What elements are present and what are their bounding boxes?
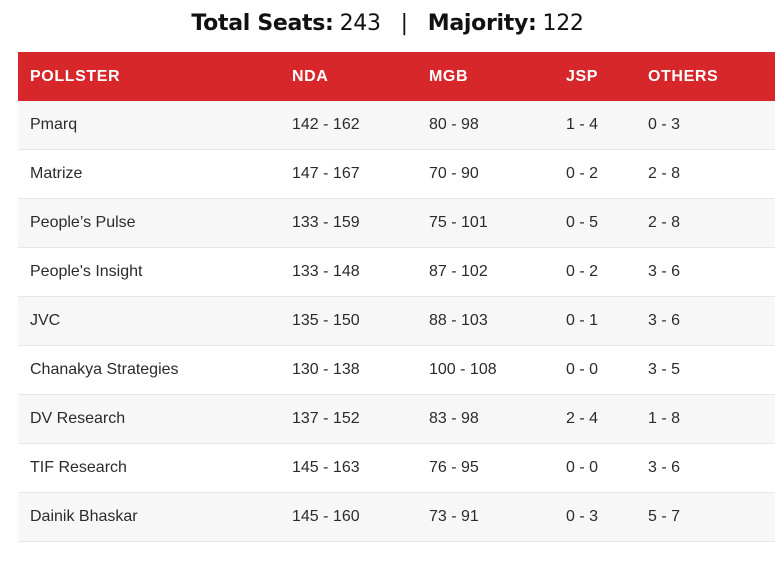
column-header-mgb: MGB — [429, 67, 469, 85]
table-row: Dainik Bhaskar 145 - 160 73 - 91 0 - 3 5… — [18, 492, 775, 542]
others-cell: 3 - 6 — [648, 443, 775, 493]
mgb-cell: 76 - 95 — [429, 443, 566, 493]
nda-cell: 133 - 159 — [292, 198, 429, 248]
mgb-cell: 70 - 90 — [429, 149, 566, 199]
total-seats-value: 243 — [339, 10, 381, 36]
jsp-cell: 0 - 5 — [566, 198, 648, 248]
others-cell: 3 - 6 — [648, 296, 775, 346]
total-seats-label: Total Seats: — [191, 10, 334, 36]
table-row: People's Insight 133 - 148 87 - 102 0 - … — [18, 247, 775, 297]
others-cell: 3 - 6 — [648, 247, 775, 297]
mgb-cell: 83 - 98 — [429, 394, 566, 444]
pollster-cell: People's Insight — [18, 247, 292, 297]
majority-value: 122 — [542, 10, 584, 36]
pollster-cell: JVC — [18, 296, 292, 346]
jsp-cell: 0 - 3 — [566, 492, 648, 542]
jsp-cell: 2 - 4 — [566, 394, 648, 444]
pollster-cell: Chanakya Strategies — [18, 345, 292, 395]
nda-cell: 147 - 167 — [292, 149, 429, 199]
mgb-cell: 88 - 103 — [429, 296, 566, 346]
column-header-jsp: JSP — [566, 67, 599, 85]
pollster-cell: People’s Pulse — [18, 198, 292, 248]
nda-cell: 145 - 160 — [292, 492, 429, 542]
table-row: People’s Pulse 133 - 159 75 - 101 0 - 5 … — [18, 198, 775, 248]
column-header-nda: NDA — [292, 67, 329, 85]
pollster-cell: Matrize — [18, 149, 292, 199]
others-cell: 3 - 5 — [648, 345, 775, 395]
seat-summary-heading: Total Seats: 243 | Majority: 122 — [0, 0, 775, 46]
jsp-cell: 1 - 4 — [566, 101, 648, 150]
pollster-cell: DV Research — [18, 394, 292, 444]
nda-cell: 133 - 148 — [292, 247, 429, 297]
jsp-cell: 0 - 1 — [566, 296, 648, 346]
nda-cell: 142 - 162 — [292, 101, 429, 150]
nda-cell: 145 - 163 — [292, 443, 429, 493]
exit-poll-table: POLLSTER NDA MGB JSP OTHERS Pmarq 142 - … — [18, 52, 775, 542]
pollster-cell: TIF Research — [18, 443, 292, 493]
column-header-pollster: POLLSTER — [30, 67, 121, 85]
table-header: POLLSTER NDA MGB JSP OTHERS — [18, 52, 775, 101]
table-body: Pmarq 142 - 162 80 - 98 1 - 4 0 - 3 Matr… — [18, 101, 775, 542]
others-cell: 1 - 8 — [648, 394, 775, 444]
table-row: Chanakya Strategies 130 - 138 100 - 108 … — [18, 345, 775, 395]
heading-separator: | — [400, 10, 408, 36]
column-header-others: OTHERS — [648, 67, 719, 85]
others-cell: 2 - 8 — [648, 198, 775, 248]
nda-cell: 130 - 138 — [292, 345, 429, 395]
table-row: Pmarq 142 - 162 80 - 98 1 - 4 0 - 3 — [18, 101, 775, 150]
others-cell: 2 - 8 — [648, 149, 775, 199]
majority-label: Majority: — [427, 10, 537, 36]
nda-cell: 135 - 150 — [292, 296, 429, 346]
nda-cell: 137 - 152 — [292, 394, 429, 444]
mgb-cell: 73 - 91 — [429, 492, 566, 542]
mgb-cell: 80 - 98 — [429, 101, 566, 150]
pollster-cell: Dainik Bhaskar — [18, 492, 292, 542]
header-row: POLLSTER NDA MGB JSP OTHERS — [18, 52, 775, 101]
jsp-cell: 0 - 0 — [566, 443, 648, 493]
mgb-cell: 87 - 102 — [429, 247, 566, 297]
table-row: TIF Research 145 - 163 76 - 95 0 - 0 3 -… — [18, 443, 775, 493]
others-cell: 0 - 3 — [648, 101, 775, 150]
jsp-cell: 0 - 2 — [566, 247, 648, 297]
jsp-cell: 0 - 0 — [566, 345, 648, 395]
jsp-cell: 0 - 2 — [566, 149, 648, 199]
table-row: Matrize 147 - 167 70 - 90 0 - 2 2 - 8 — [18, 149, 775, 199]
others-cell: 5 - 7 — [648, 492, 775, 542]
mgb-cell: 100 - 108 — [429, 345, 566, 395]
table-row: JVC 135 - 150 88 - 103 0 - 1 3 - 6 — [18, 296, 775, 346]
table-row: DV Research 137 - 152 83 - 98 2 - 4 1 - … — [18, 394, 775, 444]
mgb-cell: 75 - 101 — [429, 198, 566, 248]
pollster-cell: Pmarq — [18, 101, 292, 150]
